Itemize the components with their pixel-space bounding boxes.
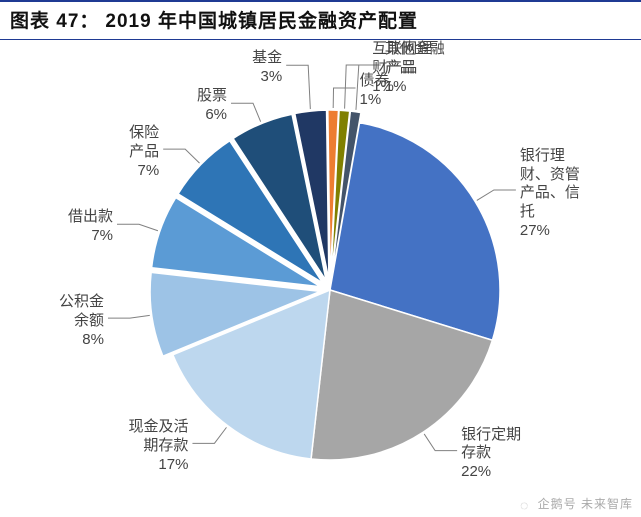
leader-line [117, 224, 158, 231]
leader-line [231, 103, 261, 121]
leader-line [424, 434, 457, 451]
chart-title-text: 2019 年中国城镇居民金融资产配置 [105, 6, 418, 33]
watermark: ◌ 企鹅号 未来智库 [520, 495, 633, 513]
penguin-icon: ◌ [520, 497, 529, 513]
leader-line [356, 65, 381, 110]
watermark-text: 企鹅号 未来智库 [538, 497, 633, 511]
pie-chart: 银行理 财、资管 产品、信 托 27%银行定期 存款 22%现金及活 期存款 1… [0, 40, 641, 510]
chart-title-index: 图表 47： [10, 6, 99, 33]
leader-line [163, 149, 199, 163]
figure-container: 图表 47： 2019 年中国城镇居民金融资产配置 银行理 财、资管 产品、信 … [0, 0, 641, 517]
leader-line [108, 315, 150, 318]
leader-line [477, 190, 516, 200]
chart-title: 图表 47： 2019 年中国城镇居民金融资产配置 [0, 0, 641, 40]
leader-line [286, 65, 310, 109]
leader-line [192, 427, 226, 443]
pie-svg [0, 40, 641, 510]
